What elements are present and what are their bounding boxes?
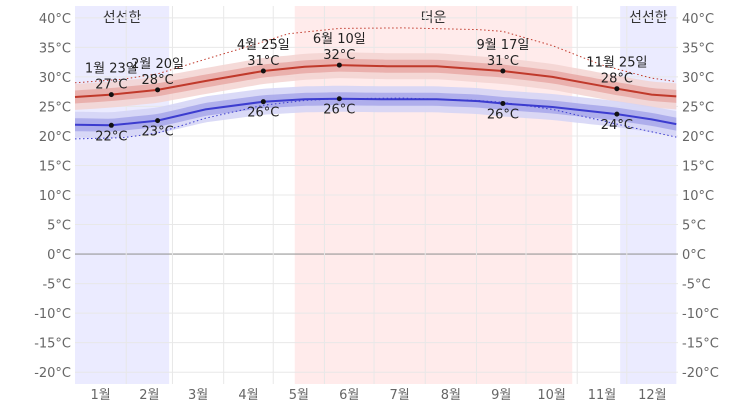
x-tick-label-3: 4월 (238, 388, 258, 403)
x-tick-label-4: 5월 (289, 388, 309, 403)
annotation-date-6: 6월 10일 (313, 32, 366, 47)
y-tick-label-right-11: -15°C (682, 337, 719, 352)
annotation-value-11: 24°C (601, 118, 633, 133)
annotation-dot-0 (108, 92, 114, 98)
x-tick-label-9: 10월 (537, 388, 566, 403)
annotation-dot-11 (614, 111, 620, 117)
y-tick-label-right-8: 0°C (682, 248, 706, 263)
annotation-value-4: 31°C (247, 54, 279, 69)
annotation-value-9: 26°C (487, 107, 519, 122)
annotation-date-4: 4월 25일 (237, 38, 290, 53)
annotation-date-10: 11월 25일 (586, 56, 647, 71)
y-tick-label-right-3: 25°C (682, 100, 714, 115)
annotation-dot-7 (336, 96, 342, 102)
y-tick-label-left-5: 15°C (39, 159, 71, 174)
annotation-dot-5 (260, 99, 266, 105)
y-tick-label-left-11: -15°C (34, 337, 71, 352)
y-tick-label-left-9: -5°C (42, 278, 71, 293)
annotation-value-0: 27°C (95, 78, 127, 93)
annotation-value-2: 28°C (142, 73, 174, 88)
annotation-value-3: 23°C (142, 125, 174, 140)
y-tick-label-right-0: 40°C (682, 12, 714, 27)
y-tick-label-right-5: 15°C (682, 159, 714, 174)
annotation-value-5: 26°C (247, 106, 279, 121)
x-tick-label-11: 12월 (638, 388, 667, 403)
y-tick-label-left-6: 10°C (39, 189, 71, 204)
y-tick-label-left-12: -20°C (34, 366, 71, 381)
y-tick-label-left-4: 20°C (39, 130, 71, 145)
x-tick-label-7: 8월 (441, 388, 461, 403)
annotation-value-10: 28°C (601, 72, 633, 87)
annotation-value-7: 26°C (323, 103, 355, 118)
annotation-value-1: 22°C (95, 129, 127, 144)
y-tick-label-right-7: 5°C (682, 219, 706, 234)
low-band-inner (75, 92, 677, 132)
annotation-dot-6 (336, 62, 342, 68)
y-tick-label-right-6: 10°C (682, 189, 714, 204)
high-line (74, 64, 677, 98)
y-tick-label-right-2: 30°C (682, 71, 714, 86)
annotation-value-8: 31°C (487, 54, 519, 69)
high-band-inner (75, 58, 677, 104)
y-tick-label-left-8: 0°C (47, 248, 71, 263)
annotation-dot-2 (155, 87, 161, 93)
record_low-line (74, 97, 677, 140)
low-line (74, 97, 677, 127)
y-tick-label-left-1: 35°C (39, 41, 71, 56)
annotation-dot-1 (108, 122, 114, 128)
annotation-date-2: 2월 20일 (131, 57, 184, 72)
x-tick-label-5: 6월 (339, 388, 359, 403)
annotation-value-6: 32°C (323, 48, 355, 63)
annotation-date-8: 9월 17일 (476, 38, 529, 53)
x-tick-label-10: 11월 (588, 388, 617, 403)
y-tick-label-right-12: -20°C (682, 366, 719, 381)
y-tick-label-left-2: 30°C (39, 71, 71, 86)
y-tick-label-right-1: 35°C (682, 41, 714, 56)
y-tick-label-left-7: 5°C (47, 219, 71, 234)
x-tick-label-2: 3월 (188, 388, 208, 403)
annotation-date-0: 1월 23일 (85, 62, 138, 77)
annotation-dot-8 (500, 68, 506, 74)
annotation-dot-10 (614, 86, 620, 92)
y-tick-label-right-4: 20°C (682, 130, 714, 145)
annotation-dot-4 (260, 68, 266, 74)
y-tick-label-right-10: -10°C (682, 307, 719, 322)
x-tick-label-1: 2월 (139, 388, 159, 403)
y-tick-label-right-9: -5°C (682, 278, 711, 293)
y-tick-label-left-3: 25°C (39, 100, 71, 115)
x-tick-label-0: 1월 (90, 388, 110, 403)
annotation-dot-9 (500, 100, 506, 106)
annotation-dot-3 (155, 118, 161, 124)
x-tick-label-8: 9월 (491, 388, 511, 403)
y-tick-label-left-0: 40°C (39, 12, 71, 27)
y-tick-label-left-10: -10°C (34, 307, 71, 322)
high-band-outer (75, 52, 677, 110)
x-tick-label-6: 7월 (390, 388, 410, 403)
